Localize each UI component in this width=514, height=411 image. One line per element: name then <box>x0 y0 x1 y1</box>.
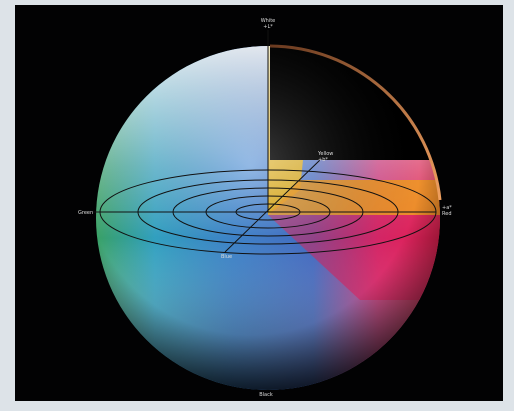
axis-rings <box>92 30 437 255</box>
label: +L* <box>263 24 273 30</box>
label: +b* <box>318 157 328 163</box>
sphere <box>96 46 440 390</box>
label: Black <box>259 392 273 398</box>
label: Green <box>78 210 93 216</box>
label: Yellow <box>317 151 333 157</box>
label: White <box>261 18 276 24</box>
label: +a* <box>442 205 452 211</box>
label: Blue <box>221 254 232 260</box>
label: Red <box>442 211 452 217</box>
cut-rim <box>269 44 442 201</box>
